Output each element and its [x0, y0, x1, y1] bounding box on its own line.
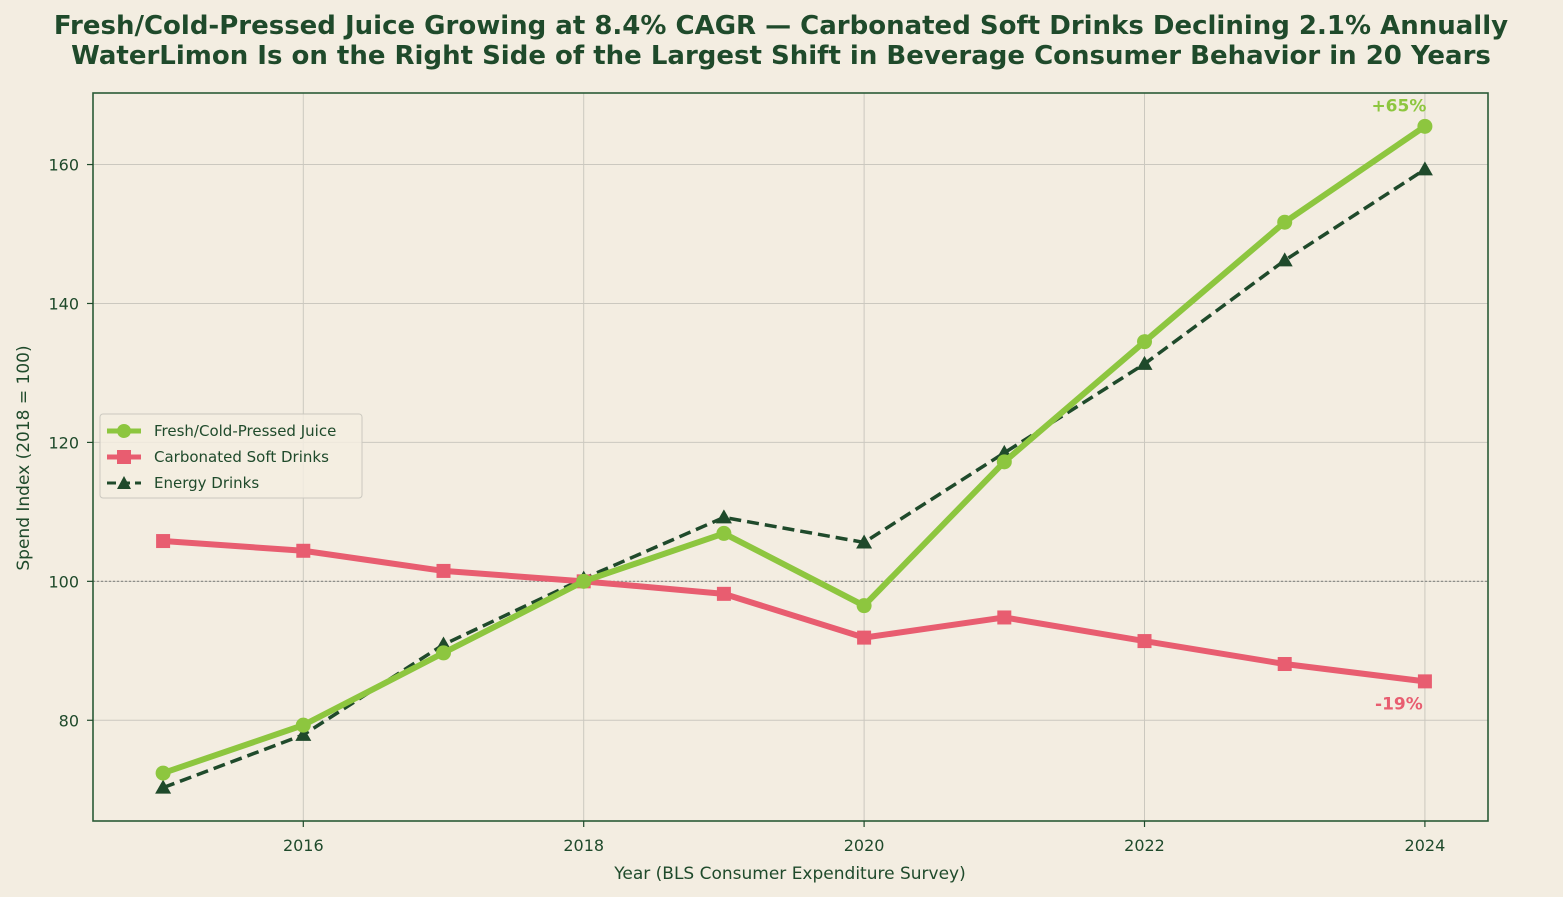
- data-point: [856, 598, 872, 614]
- data-point: [1137, 634, 1152, 649]
- data-point: [716, 586, 731, 601]
- data-point: [1136, 355, 1153, 370]
- y-tick-label: 160: [48, 156, 79, 175]
- data-point: [997, 610, 1012, 625]
- data-point: [155, 779, 172, 794]
- series-line: [160, 538, 1428, 685]
- data-point: [996, 454, 1012, 470]
- x-tick-label: 2016: [283, 836, 324, 855]
- chart-title-line-2: WaterLimon Is on the Right Side of the L…: [71, 41, 1491, 71]
- legend-label: Energy Drinks: [154, 474, 259, 492]
- y-axis-label: Spend Index (2018 = 100): [14, 345, 34, 570]
- series-layer: [155, 118, 1433, 794]
- series-fresh-cold-pressed-juice: [155, 118, 1433, 781]
- x-tick-label: 2024: [1405, 836, 1446, 855]
- legend-entry: Carbonated Soft Drinks: [107, 448, 329, 466]
- plot-frame: [92, 92, 1489, 822]
- data-point: [1417, 118, 1433, 134]
- data-point: [155, 765, 171, 781]
- legend-swatch-marker: [117, 476, 131, 489]
- x-tick-label: 2022: [1124, 836, 1165, 855]
- data-point: [296, 543, 311, 558]
- legend-entry: Energy Drinks: [107, 474, 259, 492]
- legend-swatch-marker: [117, 424, 131, 438]
- x-axis-label: Year (BLS Consumer Expenditure Survey): [613, 864, 965, 884]
- data-point: [1417, 674, 1432, 689]
- legend-box: [99, 413, 363, 499]
- annotation-label: +65%: [1371, 96, 1426, 116]
- annotation-label: -19%: [1375, 694, 1423, 714]
- x-tick-label: 2018: [563, 836, 604, 855]
- data-point: [716, 525, 732, 541]
- legend: Fresh/Cold-Pressed Juice Carbonated Soft …: [99, 413, 363, 499]
- data-point: [436, 645, 452, 661]
- series-line: [162, 167, 1426, 790]
- data-point: [156, 534, 171, 549]
- chart-title-line-1: Fresh/Cold-Pressed Juice Growing at 8.4%…: [54, 11, 1508, 41]
- y-tick-label: 80: [59, 711, 79, 730]
- legend-label: Carbonated Soft Drinks: [154, 448, 329, 466]
- data-point: [295, 726, 312, 741]
- y-tick-label: 120: [48, 433, 79, 452]
- series-line: [160, 123, 1428, 777]
- data-point: [436, 563, 451, 578]
- data-point: [1416, 161, 1433, 176]
- y-tick-label: 140: [48, 294, 79, 313]
- data-point: [715, 509, 732, 524]
- data-point: [1137, 334, 1153, 350]
- data-point: [1277, 214, 1293, 230]
- data-point: [857, 630, 872, 645]
- data-point: [1276, 252, 1293, 267]
- ticks: 2016 2018 2020 2022 2024 80 100 120 140 160: [48, 156, 1445, 855]
- legend-label: Fresh/Cold-Pressed Juice: [154, 422, 336, 440]
- y-tick-label: 100: [48, 572, 79, 591]
- data-point: [295, 717, 311, 733]
- x-tick-label: 2020: [844, 836, 885, 855]
- data-point: [856, 534, 873, 549]
- legend-entry: Fresh/Cold-Pressed Juice: [107, 422, 336, 440]
- annotations: +65% -19%: [1371, 96, 1426, 714]
- legend-swatch-marker: [117, 450, 131, 464]
- data-point: [576, 573, 592, 589]
- data-point: [1277, 657, 1292, 672]
